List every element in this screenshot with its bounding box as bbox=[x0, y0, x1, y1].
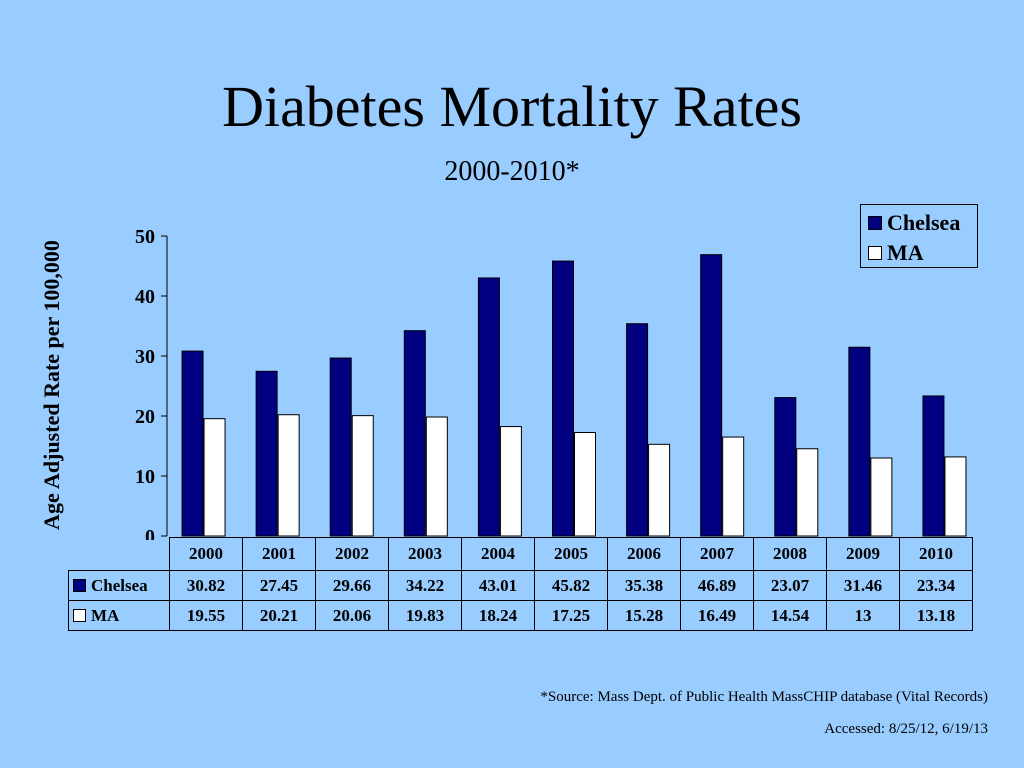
table-series-label: Chelsea bbox=[91, 575, 148, 595]
bar-ma-2004 bbox=[499, 426, 522, 537]
table-swatch-chelsea bbox=[73, 578, 86, 592]
bar-chelsea-2003 bbox=[403, 330, 426, 537]
data-table: 2000 2001 2002 2003 2004 2005 2006 2007 … bbox=[68, 537, 973, 631]
bar-ma-2010 bbox=[944, 456, 967, 537]
bar-chelsea-2001 bbox=[255, 370, 278, 537]
table-cell-chelsea: 29.66 bbox=[315, 570, 389, 601]
table-cell-ma: 14.54 bbox=[753, 600, 827, 631]
accessed-footnote: Accessed: 8/25/12, 6/19/13 bbox=[824, 721, 988, 737]
x-tick-label: 2004 bbox=[461, 537, 535, 571]
legend-swatch-ma bbox=[868, 246, 882, 260]
table-row-ma: MA 19.55 20.21 20.06 19.83 18.24 17.25 1… bbox=[68, 600, 973, 631]
x-tick-label: 2009 bbox=[826, 537, 900, 571]
table-cell-ma: 16.49 bbox=[680, 600, 754, 631]
table-cell-chelsea: 43.01 bbox=[461, 570, 535, 601]
legend-item-ma: MA bbox=[868, 240, 924, 266]
table-cell-chelsea: 30.82 bbox=[169, 570, 243, 601]
table-cell-chelsea: 23.34 bbox=[899, 570, 973, 601]
table-cell-ma: 19.55 bbox=[169, 600, 243, 631]
table-row-chelsea: Chelsea 30.82 27.45 29.66 34.22 43.01 45… bbox=[68, 570, 973, 601]
bar-ma-2003 bbox=[425, 416, 448, 537]
x-tick-label: 2008 bbox=[753, 537, 827, 571]
legend-label-ma: MA bbox=[887, 240, 924, 265]
table-cell-chelsea: 35.38 bbox=[607, 570, 681, 601]
bar-chelsea-2002 bbox=[329, 357, 352, 537]
table-cell-ma: 15.28 bbox=[607, 600, 681, 631]
table-swatch-ma bbox=[73, 608, 86, 622]
bar-ma-2007 bbox=[722, 436, 745, 537]
legend-item-chelsea: Chelsea bbox=[868, 210, 960, 236]
bar-chelsea-2004 bbox=[477, 277, 500, 537]
x-tick-label: 2003 bbox=[388, 537, 462, 571]
table-cell-chelsea: 45.82 bbox=[534, 570, 608, 601]
chart-legend: Chelsea MA bbox=[860, 204, 978, 268]
y-tick-label: 0 bbox=[145, 526, 155, 540]
chart-subtitle: 2000-2010* bbox=[444, 156, 580, 187]
table-cell-chelsea: 27.45 bbox=[242, 570, 316, 601]
bar-ma-2006 bbox=[648, 443, 671, 537]
y-tick-label: 10 bbox=[135, 466, 155, 488]
table-cell-ma: 18.24 bbox=[461, 600, 535, 631]
x-tick-label: 2002 bbox=[315, 537, 389, 571]
table-cell-ma: 20.21 bbox=[242, 600, 316, 631]
table-row-header-ma: MA bbox=[68, 600, 170, 631]
table-cell-ma: 13 bbox=[826, 600, 900, 631]
x-tick-label: 2010 bbox=[899, 537, 973, 571]
bar-ma-2005 bbox=[574, 432, 596, 537]
bar-chart: 0 10 20 30 40 50 bbox=[135, 226, 967, 540]
bar-ma-2002 bbox=[351, 415, 374, 537]
x-tick-label: 2000 bbox=[169, 537, 243, 571]
table-cell-ma: 17.25 bbox=[534, 600, 608, 631]
chart-title: Diabetes Mortality Rates bbox=[222, 74, 802, 139]
table-cell-chelsea: 23.07 bbox=[753, 570, 827, 601]
table-header-row: 2000 2001 2002 2003 2004 2005 2006 2007 … bbox=[69, 537, 973, 571]
bar-ma-2008 bbox=[796, 448, 819, 537]
table-cell-chelsea: 31.46 bbox=[826, 570, 900, 601]
bar-chelsea-2007 bbox=[700, 254, 723, 537]
x-tick-label: 2007 bbox=[680, 537, 754, 571]
bar-chelsea-2008 bbox=[774, 397, 797, 537]
table-cell-chelsea: 34.22 bbox=[388, 570, 462, 601]
table-corner bbox=[69, 538, 170, 571]
source-footnote: *Source: Mass Dept. of Public Health Mas… bbox=[540, 689, 988, 705]
table-cell-ma: 19.83 bbox=[388, 600, 462, 631]
legend-label-chelsea: Chelsea bbox=[887, 210, 961, 235]
bar-chelsea-2010 bbox=[922, 395, 945, 537]
table-cell-ma: 13.18 bbox=[899, 600, 973, 631]
table-cell-chelsea: 46.89 bbox=[680, 570, 754, 601]
y-tick-label: 40 bbox=[135, 286, 155, 308]
x-tick-label: 2001 bbox=[242, 537, 316, 571]
y-tick-label: 20 bbox=[135, 406, 155, 428]
bar-ma-2001 bbox=[277, 414, 300, 537]
y-tick-label: 50 bbox=[135, 226, 155, 248]
legend-swatch-chelsea bbox=[868, 216, 882, 230]
bar-chelsea-2009 bbox=[848, 346, 871, 537]
y-tick-label: 30 bbox=[135, 346, 155, 368]
x-tick-label: 2006 bbox=[607, 537, 681, 571]
table-row-header-chelsea: Chelsea bbox=[68, 570, 170, 601]
bar-ma-2009 bbox=[870, 457, 893, 537]
table-series-label: MA bbox=[91, 605, 120, 625]
bar-ma-2000 bbox=[203, 418, 226, 537]
x-tick-label: 2005 bbox=[534, 537, 608, 571]
table-cell-ma: 20.06 bbox=[315, 600, 389, 631]
bar-chelsea-2006 bbox=[626, 323, 649, 537]
bar-chelsea-2005 bbox=[552, 260, 574, 537]
bar-chelsea-2000 bbox=[181, 350, 204, 537]
